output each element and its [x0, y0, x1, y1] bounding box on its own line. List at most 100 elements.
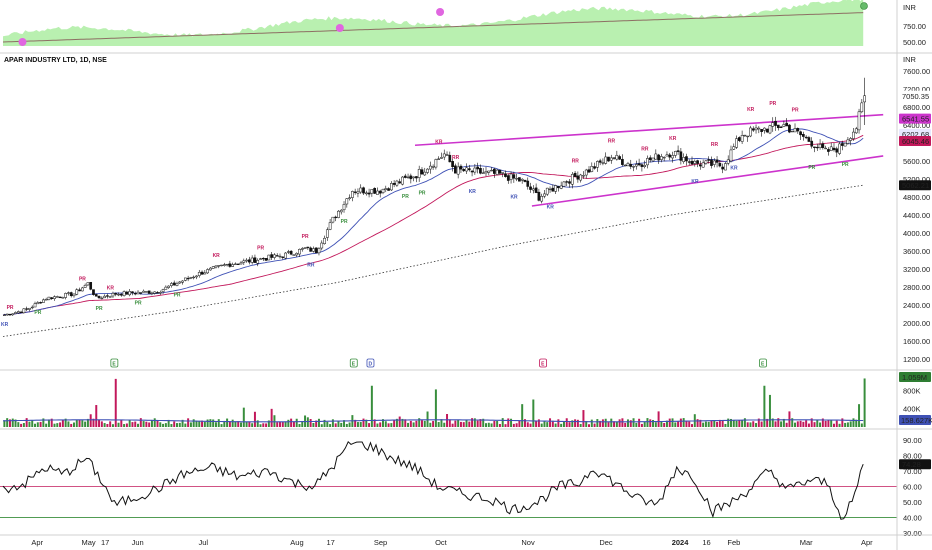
volume-bar: [418, 418, 421, 427]
candle-body: [47, 296, 51, 300]
volume-bar: [855, 419, 858, 427]
signal-label: PR: [842, 162, 849, 168]
ma-long-line: [2, 184, 864, 337]
volume-bar: [423, 420, 426, 427]
volume-avg-label: 158.627K: [901, 416, 932, 425]
volume-bar: [187, 418, 190, 427]
candle-body: [846, 139, 850, 144]
volume-bar: [532, 399, 535, 427]
candle-body: [802, 134, 805, 137]
volume-bar: [237, 421, 240, 427]
candle-body: [440, 157, 443, 159]
volume-bar: [576, 419, 579, 427]
top-panel-line: [2, 12, 864, 43]
price-label-box: [899, 135, 931, 146]
volume-bar: [729, 418, 732, 427]
volume-bar: [340, 422, 343, 427]
volume-bar: [390, 423, 393, 427]
candle-body: [128, 291, 132, 296]
candle-body: [253, 257, 257, 263]
signal-label: KR: [669, 136, 677, 142]
volume-bar: [523, 419, 526, 427]
price-pane[interactable]: 1200.00 1600.00 2000.00 2400.00 2800.00 3200.…: [1, 67, 931, 368]
volume-bar: [835, 420, 838, 427]
volume-bar: [596, 419, 599, 427]
event-marker-label: E: [761, 362, 765, 368]
volume-bar: [746, 422, 749, 427]
volume-bar: [114, 378, 117, 427]
time-tick-label: 17: [326, 538, 334, 547]
candle-body: [559, 185, 563, 189]
volume-bar: [774, 421, 777, 427]
candle-body: [320, 242, 324, 249]
candle-body: [225, 263, 229, 266]
price-tick-label: 4000.00: [903, 229, 930, 238]
top-indicator-panel[interactable]: [2, 0, 868, 46]
candle-body: [217, 265, 221, 267]
candle-body: [398, 181, 402, 184]
volume-bar: [214, 422, 217, 427]
candle-body: [587, 169, 591, 173]
volume-bar: [646, 418, 649, 427]
volume-bar: [621, 418, 624, 427]
volume-bar: [838, 423, 841, 427]
candle-body: [122, 291, 126, 296]
candle-body: [209, 267, 212, 271]
candle-body: [351, 191, 354, 198]
volume-bar: [588, 424, 590, 427]
volume-bar: [64, 418, 67, 427]
volume-pane[interactable]: 800K 400K 1.059M 158.627K: [3, 372, 932, 427]
candle-body: [356, 191, 360, 194]
candle-body: [106, 295, 109, 297]
volume-bar: [329, 424, 332, 427]
volume-bar: [284, 421, 287, 427]
time-axis[interactable]: Apr May 17 Jun Jul Aug 17 Sep Oct Nov Dec 2024 16 Feb…: [31, 538, 873, 547]
price-tick-label: 2400.00: [903, 301, 930, 310]
volume-bar: [242, 407, 245, 427]
channel-lower-line[interactable]: [531, 155, 884, 207]
candle-body: [184, 277, 187, 281]
candle-body: [370, 189, 374, 194]
volume-bar: [259, 424, 262, 427]
signal-label: PR: [174, 292, 181, 298]
volume-bar: [8, 419, 11, 427]
event-marker[interactable]: [110, 358, 119, 368]
candle-body: [790, 130, 794, 133]
volume-bar: [337, 420, 340, 427]
event-marker[interactable]: [366, 358, 375, 368]
event-marker[interactable]: [349, 358, 358, 368]
candle-body: [345, 198, 349, 205]
volume-bar: [72, 422, 75, 427]
candle-body: [161, 289, 165, 292]
signal-label: PR: [34, 310, 41, 316]
volume-bar: [504, 424, 507, 427]
candle-body: [840, 143, 844, 146]
candle-body: [5, 313, 9, 316]
channel-upper-line[interactable]: [414, 113, 884, 147]
candle-body: [248, 259, 251, 263]
volume-last-box: [899, 372, 931, 382]
signal-label: RR: [452, 155, 460, 161]
candle-body: [749, 127, 752, 137]
volume-bar: [434, 389, 437, 427]
volume-bar: [6, 418, 9, 427]
price-label-text: 7050.35: [902, 92, 929, 101]
oscillator-pane[interactable]: 90.00 80.00 70.00 60.00 50.00 40.00 30.00 74.28: [0, 436, 931, 538]
volume-bar: [343, 420, 346, 427]
candle-body: [259, 258, 262, 260]
volume-bar: [348, 422, 351, 427]
candle-body: [623, 164, 627, 167]
volume-bar: [788, 411, 791, 427]
candle-body: [506, 175, 510, 181]
signal-label: KR: [213, 253, 221, 259]
volume-bar: [75, 419, 78, 427]
volume-bar: [468, 421, 471, 427]
chart-title: APAR INDUSTRY LTD, 1D, NSE: [4, 57, 107, 64]
event-marker[interactable]: [759, 358, 767, 368]
candle-body: [406, 176, 410, 179]
volume-bar: [718, 419, 721, 427]
top-panel-status-dot: [860, 2, 868, 10]
candle-body: [724, 163, 727, 171]
event-marker[interactable]: [539, 358, 547, 368]
